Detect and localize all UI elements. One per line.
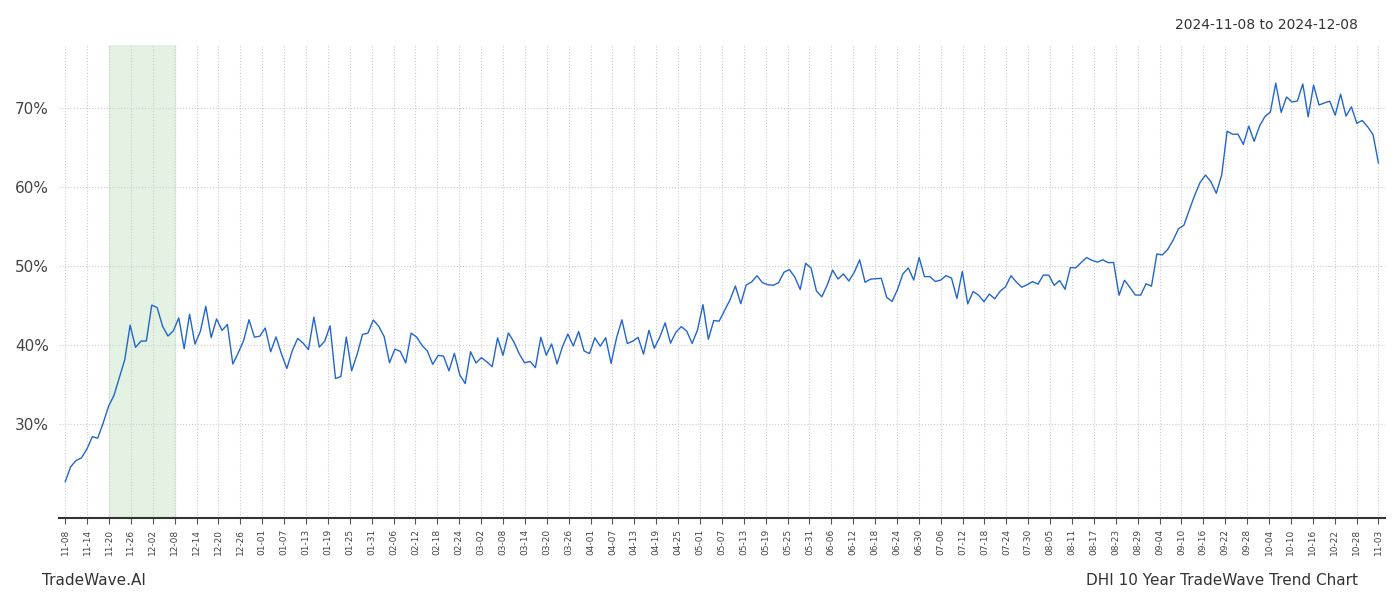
Text: TradeWave.AI: TradeWave.AI — [42, 573, 146, 588]
Text: 2024-11-08 to 2024-12-08: 2024-11-08 to 2024-12-08 — [1175, 18, 1358, 32]
Bar — [109, 45, 175, 518]
Text: DHI 10 Year TradeWave Trend Chart: DHI 10 Year TradeWave Trend Chart — [1086, 573, 1358, 588]
